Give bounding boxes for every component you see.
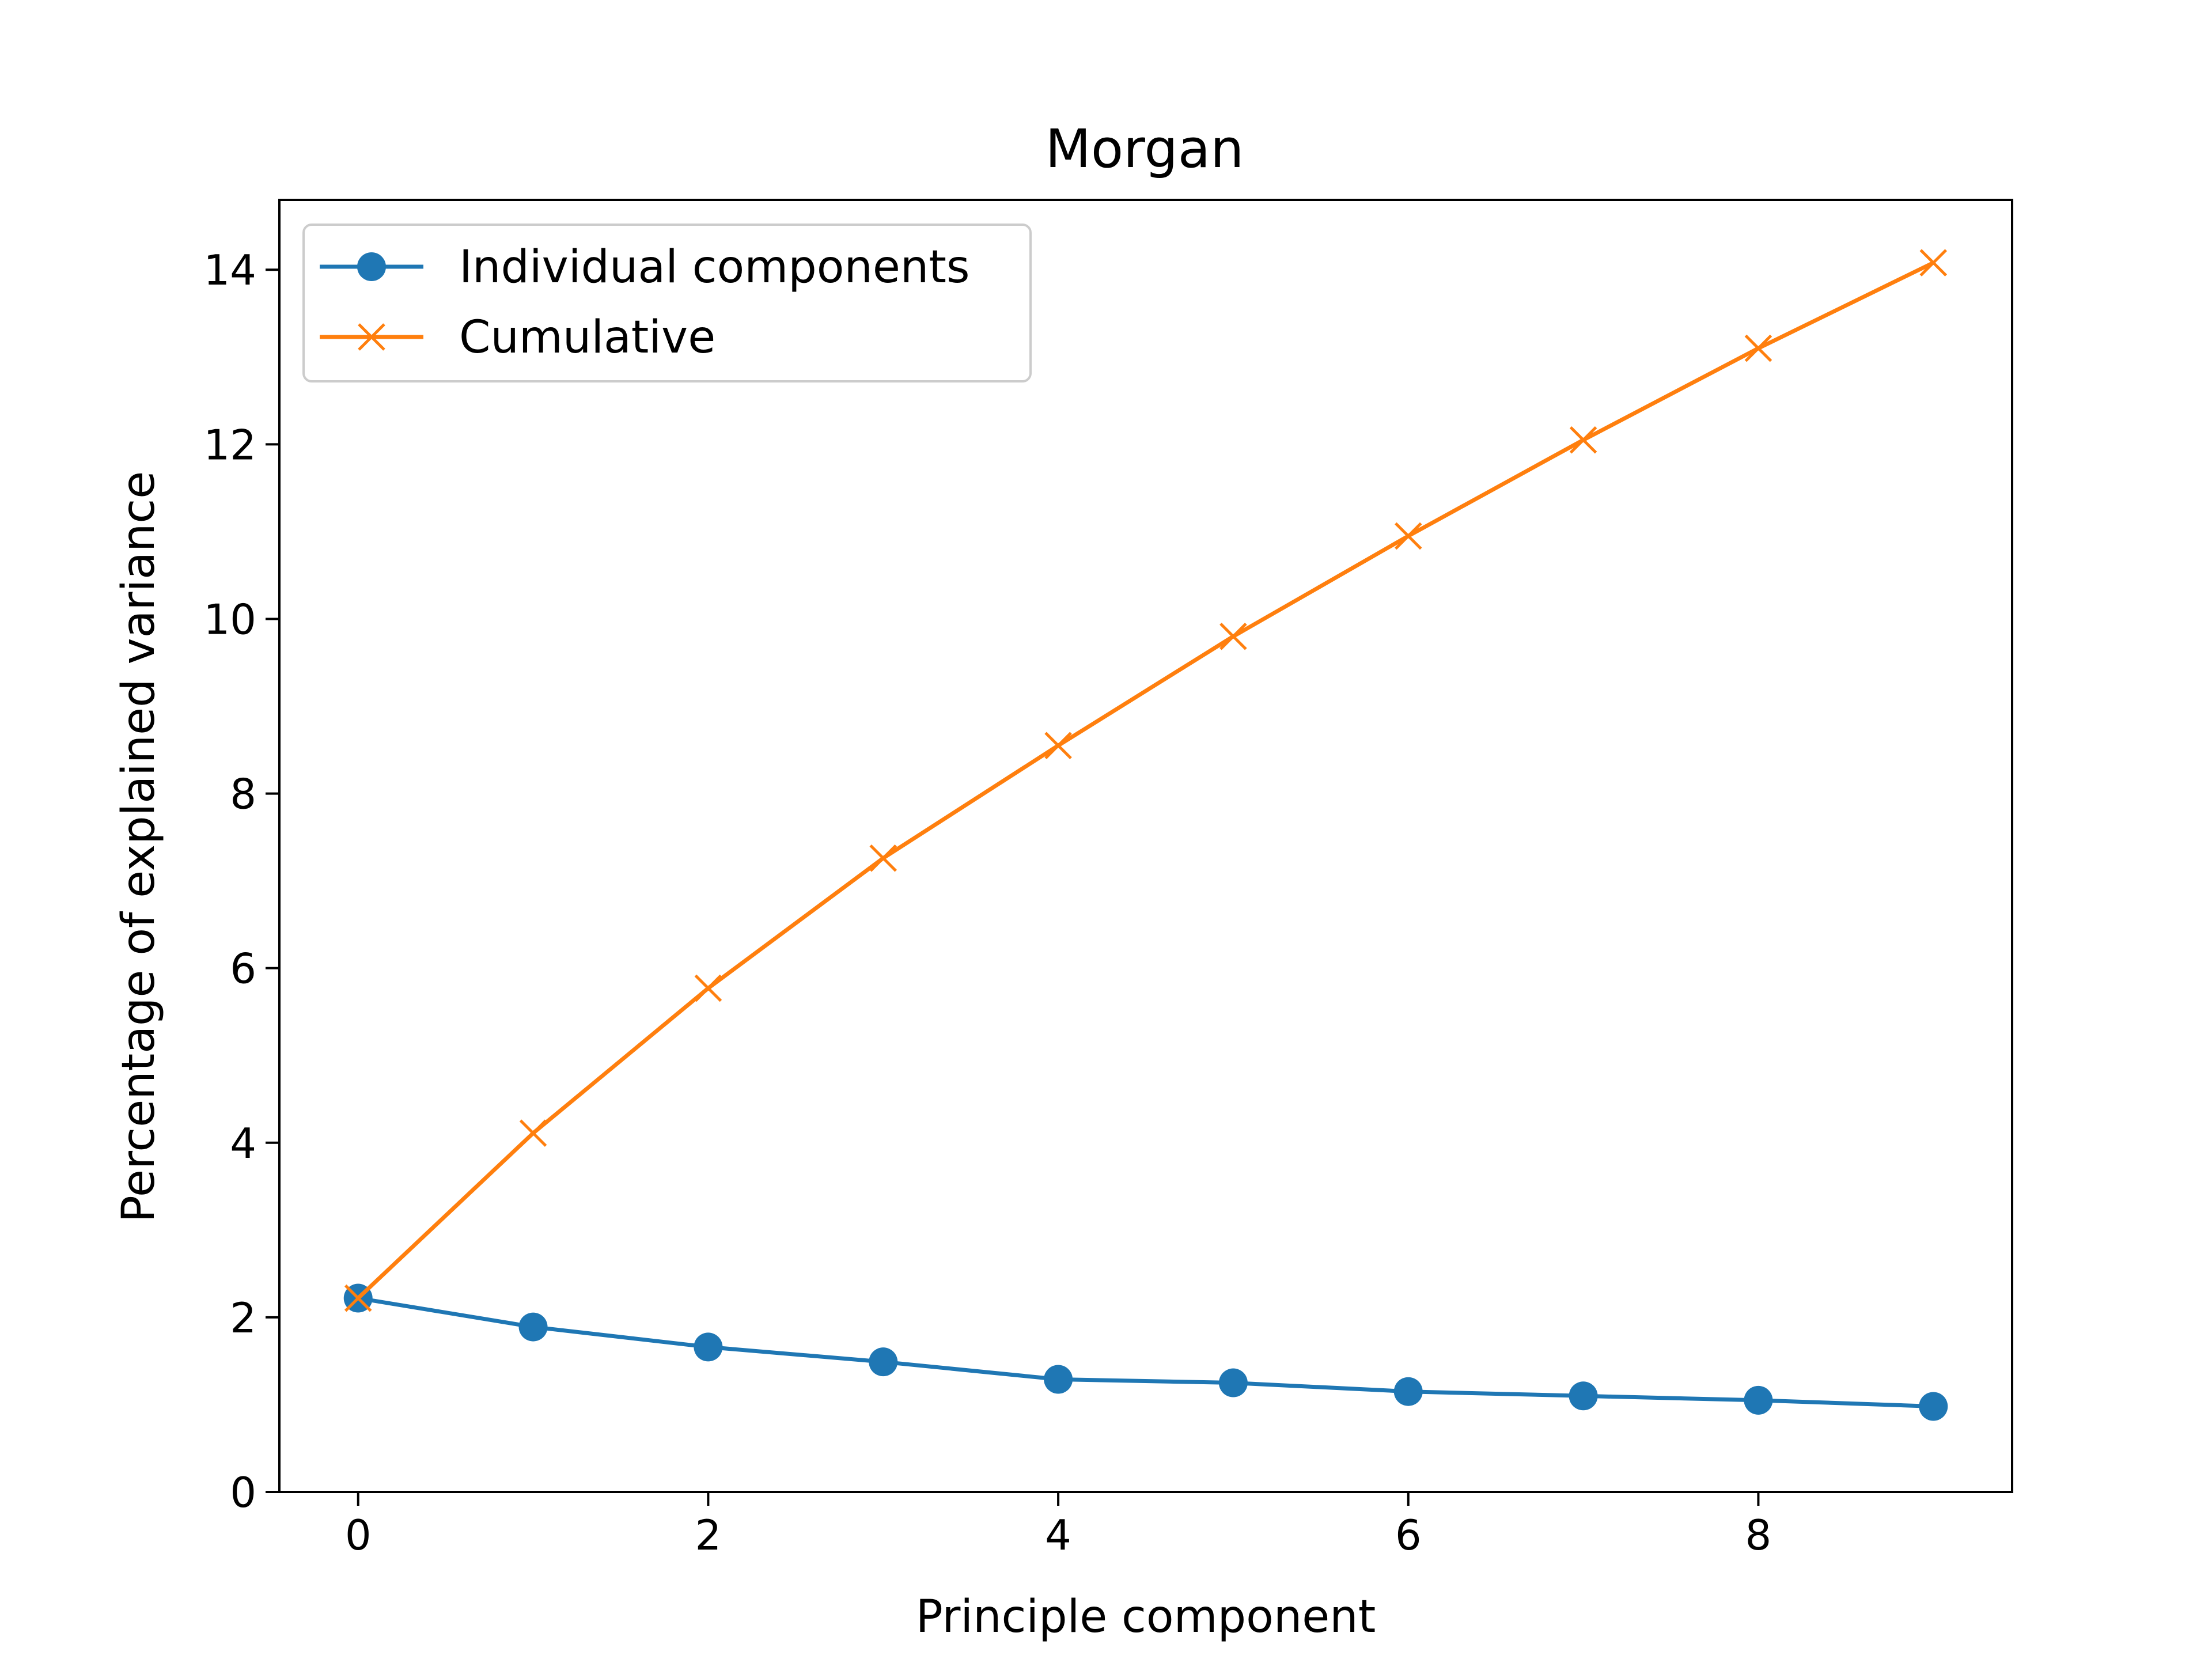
data-point: [1744, 1385, 1773, 1415]
chart-title: Morgan: [1046, 118, 1244, 180]
legend-label: Individual components: [459, 241, 970, 293]
data-point: [1569, 426, 1597, 454]
plot-frame: [278, 199, 2013, 1493]
x-tick-label: 0: [345, 1511, 372, 1559]
data-point: [1919, 1392, 1948, 1421]
data-point: [869, 844, 897, 872]
y-tick-label: 0: [230, 1468, 256, 1517]
y-axis: 0 2 4 6 8 10 12 14: [203, 246, 279, 1517]
data-point: [1569, 1381, 1598, 1411]
x-tick-label: 2: [695, 1511, 721, 1559]
series-layer: [343, 249, 1948, 1421]
y-tick-label: 8: [230, 770, 256, 819]
data-point: [1218, 1368, 1248, 1397]
data-point: [1744, 334, 1772, 362]
plot-background: [279, 200, 2012, 1492]
y-tick-label: 2: [230, 1294, 256, 1342]
data-point: [694, 1332, 723, 1362]
legend-marker: [357, 252, 386, 281]
x-tick-label: 6: [1395, 1511, 1422, 1559]
series-cumulative: [344, 249, 1948, 1312]
data-point: [869, 1347, 898, 1377]
x-axis-label: Principle component: [916, 1591, 1376, 1643]
plot-area: [279, 200, 2012, 1492]
y-tick-label: 10: [203, 595, 256, 643]
data-point: [694, 974, 722, 1002]
data-point: [1044, 1365, 1073, 1394]
legend-box: [302, 224, 1032, 382]
x-tick-label: 8: [1745, 1511, 1772, 1559]
data-point: [1219, 623, 1247, 650]
y-axis-label: Percentage of explained variance: [113, 471, 165, 1223]
data-point: [519, 1119, 547, 1147]
y-tick-label: 14: [203, 246, 256, 294]
data-point: [1919, 249, 1948, 276]
data-point: [1394, 522, 1422, 550]
y-tick-label: 12: [203, 421, 256, 469]
data-point: [518, 1312, 548, 1342]
data-point: [344, 1284, 372, 1312]
series-line: [356, 260, 1936, 1301]
x-tick-label: 4: [1045, 1511, 1071, 1559]
data-point: [1393, 1377, 1423, 1406]
y-tick-label: 4: [230, 1119, 256, 1168]
legend-marker: [358, 323, 385, 351]
legend: Individual components Cumulative: [302, 224, 1032, 382]
data-point: [1044, 732, 1072, 759]
series-line: [356, 1296, 1936, 1408]
legend-label: Cumulative: [459, 312, 715, 363]
x-axis: 0 2 4 6 8: [345, 1492, 1772, 1559]
y-tick-label: 6: [230, 945, 256, 993]
